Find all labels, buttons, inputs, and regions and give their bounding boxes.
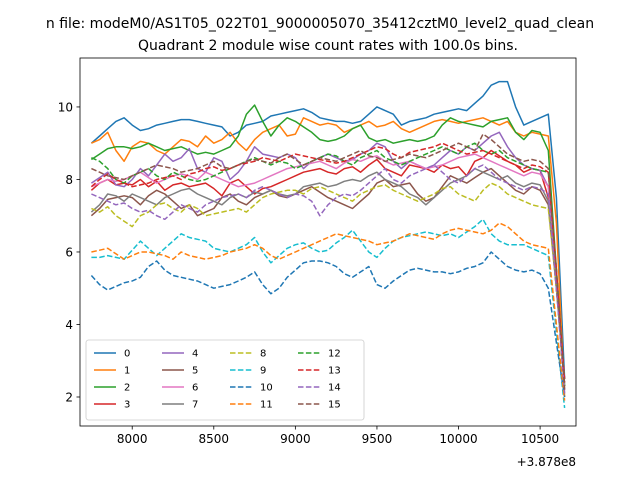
x-tick-label: 8500 [199,432,230,446]
legend-label-10: 10 [260,383,273,394]
y-tick-label: 2 [65,390,73,404]
series-line-14 [91,164,566,394]
chart-title: Quadrant 2 module wise count rates with … [138,38,518,54]
series-line-11 [91,222,566,401]
legend-label-7: 7 [192,400,198,411]
legend-label-4: 4 [192,349,198,360]
legend-label-0: 0 [124,349,130,360]
series-line-2 [90,104,566,387]
legend-box [85,339,365,421]
series-line-7 [90,167,566,387]
x-tick-label: 10000 [439,432,477,446]
series-line-9 [91,218,566,408]
legend-label-2: 2 [124,383,130,394]
legend-label-3: 3 [124,400,130,411]
y-tick-label: 6 [65,245,73,259]
legend-label-9: 9 [260,366,266,377]
y-tick-label: 8 [65,173,73,187]
x-tick-label: 10500 [521,432,559,446]
series-line-15 [91,133,566,390]
series-line-5 [90,167,566,379]
figure-suptitle: n file: modeM0/AS1T05_022T01_9000005070_… [46,16,594,32]
series-line-3 [90,149,566,379]
series-line-13 [90,142,566,383]
x-tick-label: 9000 [280,432,311,446]
series-line-8 [91,182,566,390]
x-offset-label: +3.878e8 [517,455,576,469]
series-line-12 [91,142,566,387]
plot-axes: 8000 8500 9000 9500 10000 10500246810+3.878e8… [58,57,577,469]
legend-label-8: 8 [260,349,266,360]
plot-frame [79,57,577,427]
series-line-10 [90,251,566,398]
x-tick-label: 8000 [117,432,148,446]
legend-label-6: 6 [192,383,198,394]
legend-label-15: 15 [328,400,341,411]
y-tick-label: 4 [65,318,73,332]
series-line-0 [90,80,566,379]
legend-label-1: 1 [124,366,130,377]
legend-label-11: 11 [260,400,273,411]
series-group [90,80,566,408]
y-tick-label: 10 [58,100,73,114]
legend-label-14: 14 [328,383,341,394]
legend-label-5: 5 [192,366,198,377]
legend-label-12: 12 [328,349,341,360]
x-tick-label: 9500 [362,432,393,446]
legend-label-13: 13 [328,366,341,377]
